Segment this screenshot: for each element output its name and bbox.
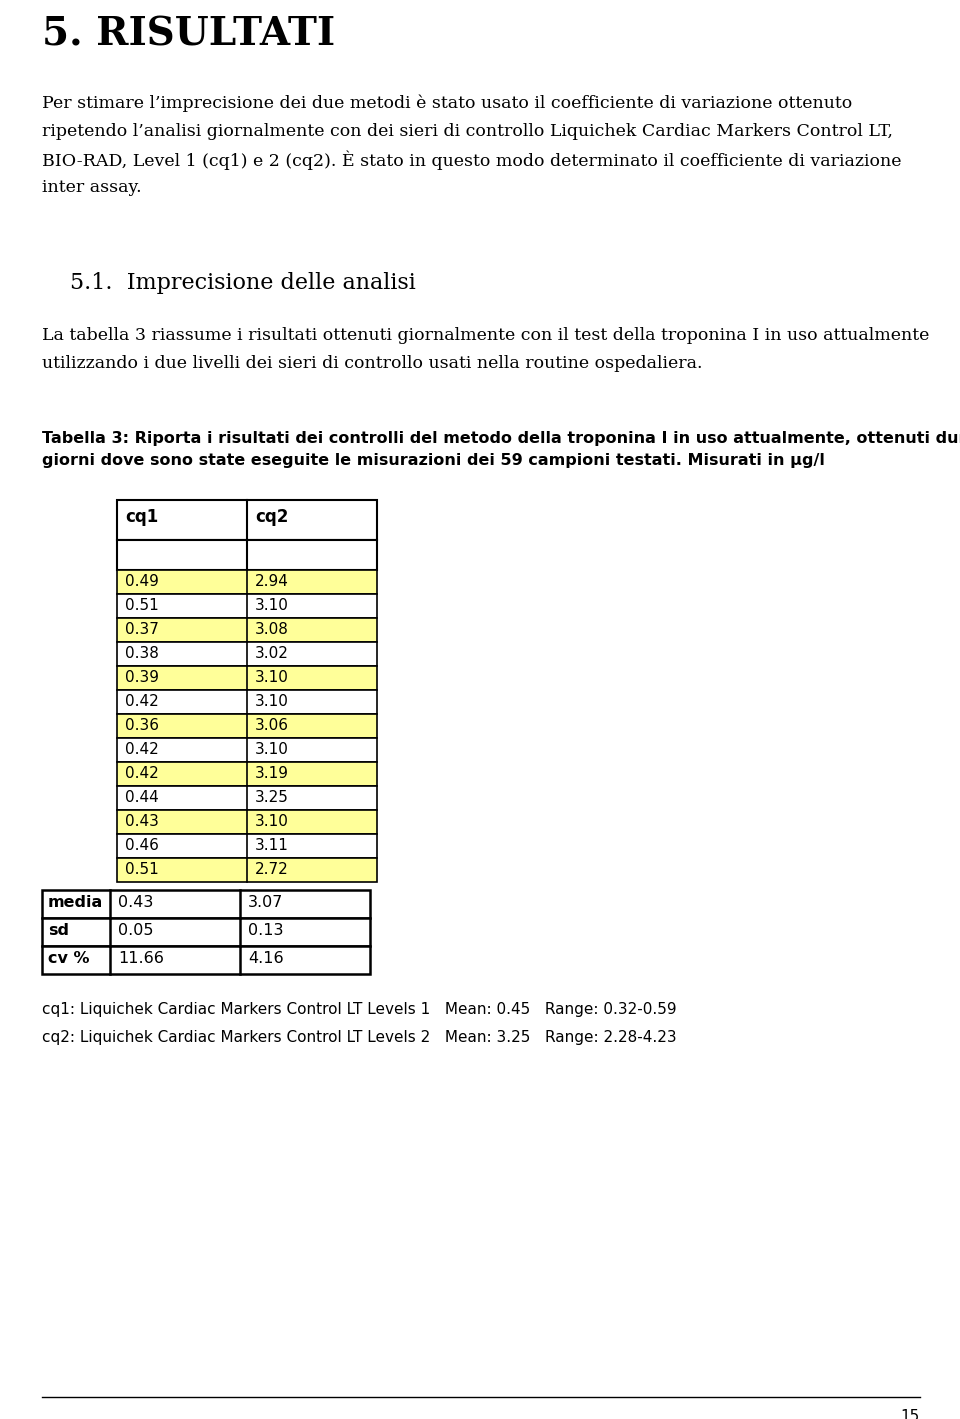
Bar bbox=[42, 890, 370, 918]
Text: 0.43: 0.43 bbox=[118, 895, 154, 910]
Text: 3.10: 3.10 bbox=[255, 597, 289, 613]
Text: 4.16: 4.16 bbox=[248, 951, 283, 966]
Text: cq1: cq1 bbox=[125, 508, 158, 526]
Text: 3.08: 3.08 bbox=[255, 622, 289, 637]
Text: ripetendo l’analisi giornalmente con dei sieri di controllo Liquichek Cardiac Ma: ripetendo l’analisi giornalmente con dei… bbox=[42, 123, 893, 140]
Text: utilizzando i due livelli dei sieri di controllo usati nella routine ospedaliera: utilizzando i due livelli dei sieri di c… bbox=[42, 355, 703, 372]
Text: 0.43: 0.43 bbox=[125, 815, 158, 829]
Text: 2.94: 2.94 bbox=[255, 575, 289, 589]
Text: cq1: Liquichek Cardiac Markers Control LT Levels 1   Mean: 0.45   Range: 0.32-0.: cq1: Liquichek Cardiac Markers Control L… bbox=[42, 1002, 677, 1017]
Text: Per stimare l’imprecisione dei due metodi è stato usato il coefficiente di varia: Per stimare l’imprecisione dei due metod… bbox=[42, 95, 852, 112]
Text: media: media bbox=[48, 895, 104, 910]
Text: Tabella 3: Riporta i risultati dei controlli del metodo della troponina I in uso: Tabella 3: Riporta i risultati dei contr… bbox=[42, 431, 960, 446]
Text: 5. RISULTATI: 5. RISULTATI bbox=[42, 16, 335, 53]
Text: 0.42: 0.42 bbox=[125, 766, 158, 780]
Bar bbox=[117, 499, 377, 541]
Text: 0.42: 0.42 bbox=[125, 694, 158, 710]
Text: 3.07: 3.07 bbox=[248, 895, 283, 910]
Text: 0.38: 0.38 bbox=[125, 646, 158, 661]
Text: 11.66: 11.66 bbox=[118, 951, 164, 966]
Text: 3.11: 3.11 bbox=[255, 839, 289, 853]
Text: 3.10: 3.10 bbox=[255, 694, 289, 710]
Text: 3.10: 3.10 bbox=[255, 742, 289, 756]
Text: 0.05: 0.05 bbox=[118, 922, 154, 938]
Text: 0.42: 0.42 bbox=[125, 742, 158, 756]
Bar bbox=[117, 762, 377, 786]
Bar bbox=[117, 714, 377, 738]
Bar bbox=[117, 666, 377, 690]
Bar bbox=[117, 858, 377, 883]
Text: 0.36: 0.36 bbox=[125, 718, 159, 734]
Text: 0.37: 0.37 bbox=[125, 622, 158, 637]
Text: 0.51: 0.51 bbox=[125, 597, 158, 613]
Text: 0.13: 0.13 bbox=[248, 922, 283, 938]
Text: inter assay.: inter assay. bbox=[42, 179, 142, 196]
Bar bbox=[42, 946, 370, 973]
Bar bbox=[117, 834, 377, 858]
Text: giorni dove sono state eseguite le misurazioni dei 59 campioni testati. Misurati: giorni dove sono state eseguite le misur… bbox=[42, 453, 825, 468]
Bar bbox=[117, 810, 377, 834]
Text: 0.39: 0.39 bbox=[125, 670, 159, 685]
Text: 5.1.  Imprecisione delle analisi: 5.1. Imprecisione delle analisi bbox=[70, 272, 416, 294]
Text: 3.10: 3.10 bbox=[255, 670, 289, 685]
Text: 0.49: 0.49 bbox=[125, 575, 158, 589]
Text: sd: sd bbox=[48, 922, 69, 938]
Text: 15: 15 bbox=[900, 1409, 920, 1419]
Text: 3.02: 3.02 bbox=[255, 646, 289, 661]
Text: cv %: cv % bbox=[48, 951, 89, 966]
Bar bbox=[117, 690, 377, 714]
Bar bbox=[117, 738, 377, 762]
Text: 2.72: 2.72 bbox=[255, 861, 289, 877]
Text: 0.46: 0.46 bbox=[125, 839, 158, 853]
Bar bbox=[117, 641, 377, 666]
Text: 0.51: 0.51 bbox=[125, 861, 158, 877]
Text: BIO-RAD, Level 1 (cq1) e 2 (cq2). È stato in questo modo determinato il coeffici: BIO-RAD, Level 1 (cq1) e 2 (cq2). È stat… bbox=[42, 150, 901, 170]
Bar bbox=[117, 570, 377, 595]
Bar bbox=[117, 786, 377, 810]
Text: 3.19: 3.19 bbox=[255, 766, 289, 780]
Text: cq2: cq2 bbox=[255, 508, 288, 526]
Bar bbox=[117, 595, 377, 619]
Text: 3.25: 3.25 bbox=[255, 790, 289, 805]
Text: 3.06: 3.06 bbox=[255, 718, 289, 734]
Text: La tabella 3 riassume i risultati ottenuti giornalmente con il test della tropon: La tabella 3 riassume i risultati ottenu… bbox=[42, 326, 929, 343]
Text: cq2: Liquichek Cardiac Markers Control LT Levels 2   Mean: 3.25   Range: 2.28-4.: cq2: Liquichek Cardiac Markers Control L… bbox=[42, 1030, 677, 1044]
Bar bbox=[117, 541, 377, 570]
Text: 3.10: 3.10 bbox=[255, 815, 289, 829]
Text: 0.44: 0.44 bbox=[125, 790, 158, 805]
Bar bbox=[117, 619, 377, 641]
Bar bbox=[42, 918, 370, 946]
